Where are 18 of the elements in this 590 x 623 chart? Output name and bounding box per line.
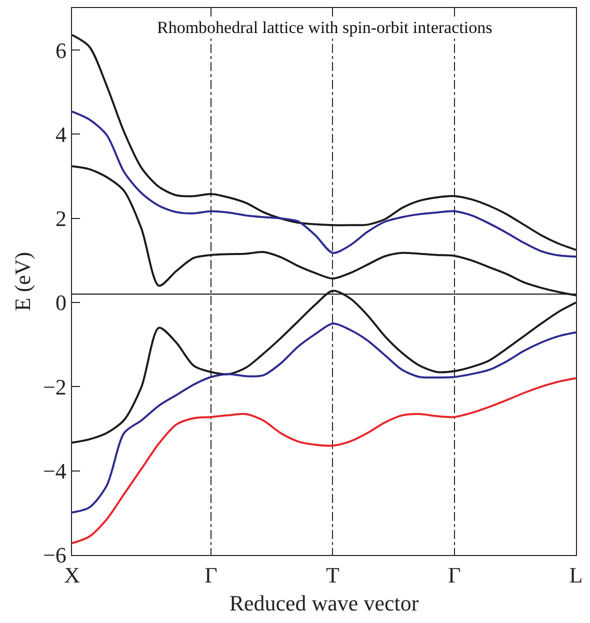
y-tick-label: −4: [43, 458, 66, 484]
y-tick-label: 6: [55, 38, 66, 63]
x-tick-label: Γ: [204, 562, 218, 588]
x-tick-label: T: [326, 562, 340, 588]
y-tick-label: 4: [55, 122, 66, 147]
y-tick-label: 2: [55, 206, 66, 232]
x-tick-label: Γ: [448, 562, 461, 588]
x-tick-label: X: [64, 562, 80, 588]
x-axis-title: Reduced wave vector: [229, 590, 420, 616]
line-series: [72, 377, 576, 544]
y-tick-label: −2: [43, 374, 66, 400]
y-tick-label: −6: [43, 542, 66, 568]
annotation: Rhombohedral lattice with spin-orbit interactions: [157, 18, 492, 37]
x-tick-label: L: [569, 562, 583, 588]
y-tick-label: 0: [55, 290, 66, 316]
y-axis-title: E (eV): [10, 252, 35, 312]
line-series: [72, 322, 576, 514]
line-series: [72, 110, 576, 258]
